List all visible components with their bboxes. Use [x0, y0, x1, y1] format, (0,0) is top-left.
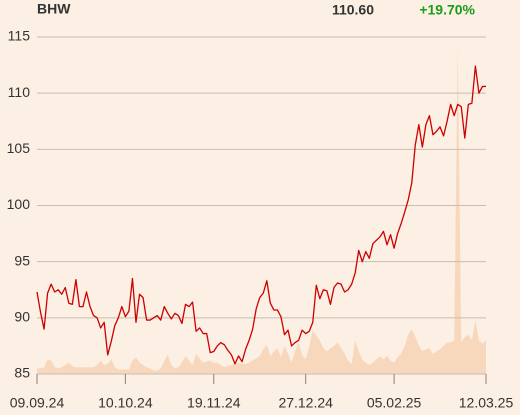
ticker: BHW — [37, 1, 71, 17]
y-tick-label: 100 — [7, 196, 31, 212]
price-change: +19.70% — [419, 2, 475, 18]
y-tick-label: 115 — [8, 28, 31, 44]
y-tick-label: 110 — [8, 84, 31, 100]
y-tick-label: 95 — [14, 252, 30, 268]
x-tick-label: 27.12.24 — [278, 395, 333, 411]
price-line — [36, 65, 486, 365]
y-tick-label: 105 — [7, 140, 31, 156]
x-tick-label: 05.02.25 — [367, 395, 422, 411]
x-tick-label: 10.10.24 — [98, 395, 153, 411]
x-tick-label: 12.03.25 — [459, 395, 514, 411]
last-price: 110.60 — [332, 2, 374, 18]
y-tick-label: 85 — [14, 365, 30, 381]
x-tick-label: 09.09.24 — [10, 395, 65, 411]
x-tick-label: 19.11.24 — [187, 395, 241, 411]
y-tick-label: 90 — [14, 309, 30, 325]
